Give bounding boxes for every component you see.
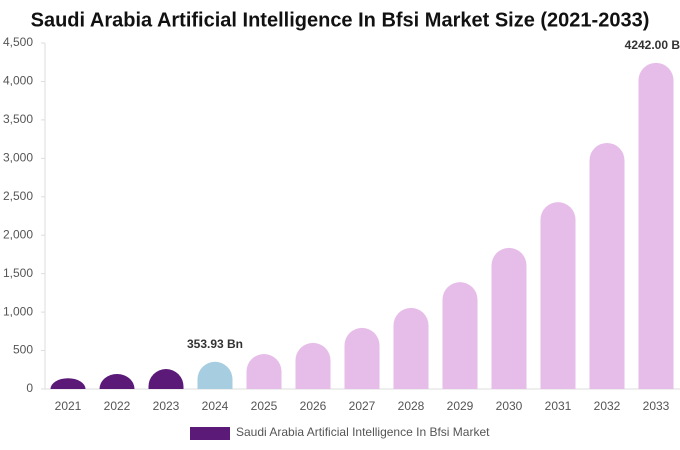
- x-tick-label: 2021: [55, 399, 82, 413]
- bar: [491, 247, 527, 389]
- y-tick-label: 2,500: [3, 189, 33, 203]
- y-tick-label: 1,000: [3, 304, 33, 318]
- bar: [393, 307, 429, 389]
- x-tick-label: 2025: [251, 399, 278, 413]
- bar: [197, 361, 233, 389]
- bar: [148, 369, 184, 389]
- x-tick-label: 2032: [594, 399, 621, 413]
- legend-label: Saudi Arabia Artificial Intelligence In …: [236, 425, 490, 439]
- bar: [638, 62, 674, 389]
- bar: [295, 342, 331, 389]
- chart-title: Saudi Arabia Artificial Intelligence In …: [31, 9, 650, 31]
- y-tick-label: 3,500: [3, 112, 33, 126]
- x-tick-label: 2028: [398, 399, 425, 413]
- bar: [540, 202, 576, 389]
- y-tick-label: 4,000: [3, 74, 33, 88]
- bar: [246, 354, 282, 389]
- y-tick-label: 3,000: [3, 151, 33, 165]
- y-tick-label: 2,000: [3, 227, 33, 241]
- x-tick-label: 2031: [545, 399, 572, 413]
- bar: [99, 374, 135, 389]
- x-tick-label: 2030: [496, 399, 523, 413]
- bar: [589, 142, 625, 389]
- y-tick-label: 0: [26, 381, 33, 395]
- x-tick-label: 2022: [104, 399, 131, 413]
- x-tick-label: 2029: [447, 399, 474, 413]
- legend-swatch: [190, 427, 230, 440]
- x-tick-label: 2023: [153, 399, 180, 413]
- bar: [50, 378, 86, 389]
- y-tick-label: 500: [13, 343, 33, 357]
- x-tick-label: 2033: [643, 399, 670, 413]
- y-tick-label: 4,500: [3, 35, 33, 49]
- x-tick-label: 2027: [349, 399, 376, 413]
- x-tick-label: 2024: [202, 399, 229, 413]
- bar: [344, 327, 380, 389]
- bar: [442, 282, 478, 389]
- value-label: 4242.00 Bn: [625, 38, 680, 52]
- y-tick-label: 1,500: [3, 266, 33, 280]
- x-tick-label: 2026: [300, 399, 327, 413]
- value-label: 353.93 Bn: [187, 337, 243, 351]
